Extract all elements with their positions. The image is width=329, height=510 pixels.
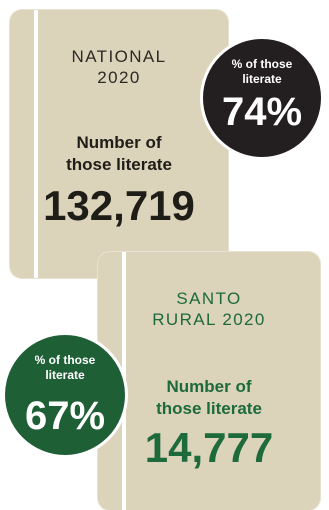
santo-label-line1: Number of: [166, 377, 252, 396]
national-badge-label-line1: % of those: [231, 57, 293, 71]
santo-heading-line2: RURAL 2020: [152, 310, 266, 329]
santo-percent-badge: % of those literate 67%: [2, 332, 128, 458]
card-spine: [34, 10, 38, 278]
santo-card: SANTO RURAL 2020 Number of those literat…: [98, 252, 320, 510]
national-label: Number of those literate: [10, 132, 228, 176]
santo-label-line2: those literate: [156, 399, 262, 418]
national-badge-percent: 74%: [221, 90, 303, 134]
santo-heading-line1: SANTO: [176, 289, 242, 308]
santo-heading: SANTO RURAL 2020: [98, 288, 320, 330]
national-percent-badge: % of those literate 74%: [200, 36, 324, 160]
national-badge-label: % of those literate: [203, 57, 321, 87]
santo-badge-label: % of those literate: [5, 353, 125, 383]
national-literate-count: 132,719: [43, 182, 195, 229]
santo-badge-label-line2: literate: [45, 368, 85, 382]
santo-badge-label-line1: % of those: [34, 353, 96, 367]
santo-label: Number of those literate: [98, 376, 320, 420]
national-badge-label-line2: literate: [242, 72, 282, 86]
national-label-line1: Number of: [76, 133, 162, 152]
santo-literate-count: 14,777: [144, 424, 274, 471]
national-heading-line2: 2020: [97, 68, 141, 87]
national-card: NATIONAL 2020 Number of those literate 1…: [10, 10, 228, 278]
santo-badge-percent: 67%: [24, 394, 106, 438]
national-heading-line1: NATIONAL: [71, 47, 167, 66]
national-heading: NATIONAL 2020: [10, 46, 228, 88]
national-label-line2: those literate: [66, 155, 172, 174]
